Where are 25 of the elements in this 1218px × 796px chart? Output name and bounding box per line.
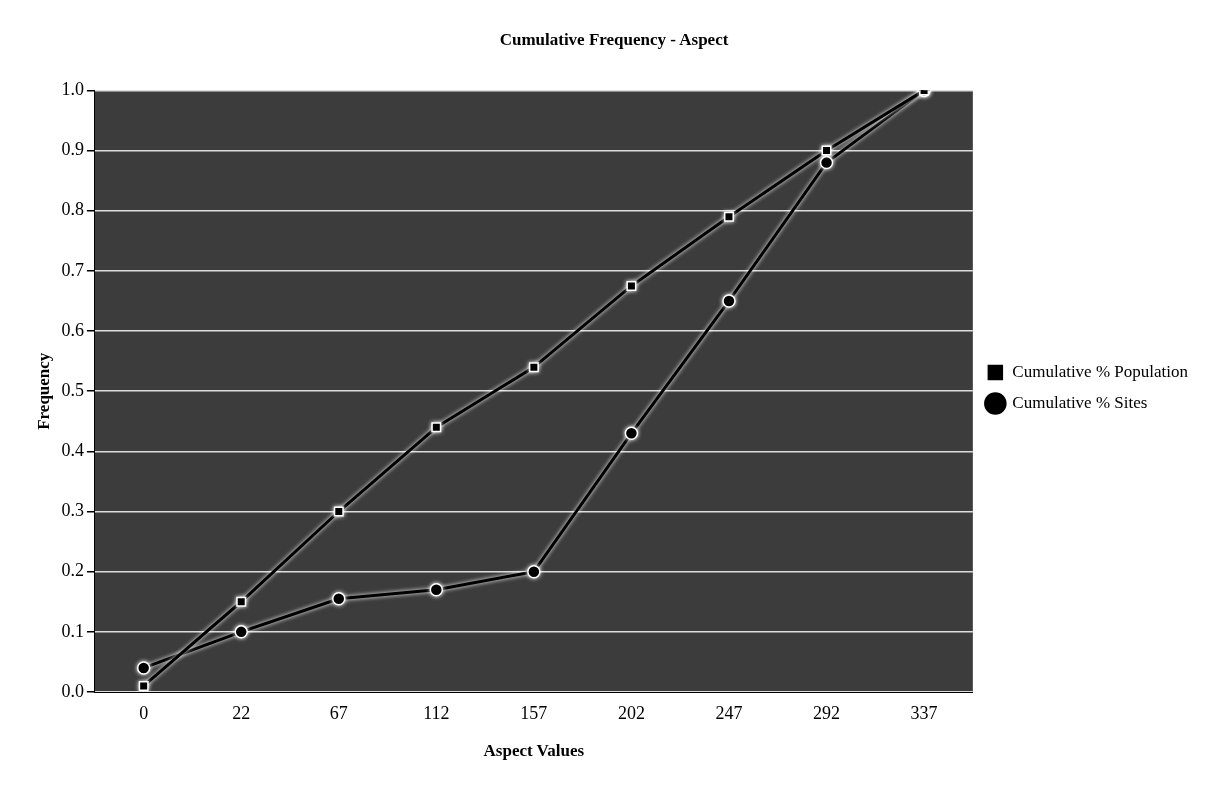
y-tick-label: 0.0 bbox=[61, 680, 84, 701]
y-tick-label: 0.8 bbox=[61, 199, 84, 220]
chart-title: Cumulative Frequency - Aspect bbox=[499, 29, 729, 49]
x-tick-label: 0 bbox=[139, 702, 149, 723]
x-tick-label: 112 bbox=[423, 702, 450, 723]
x-tick-label: 292 bbox=[813, 702, 841, 723]
y-tick-label: 1.0 bbox=[61, 79, 84, 100]
x-tick-label: 202 bbox=[617, 702, 645, 723]
y-axis-title: Frequency bbox=[33, 352, 53, 430]
y-tick-label: 0.1 bbox=[61, 620, 84, 641]
x-tick-label: 157 bbox=[520, 702, 548, 723]
x-tick-label: 337 bbox=[910, 702, 938, 723]
y-tick-label: 0.5 bbox=[61, 379, 84, 400]
y-tick-label: 0.7 bbox=[61, 259, 84, 280]
x-tick-label: 247 bbox=[715, 702, 743, 723]
x-tick-label: 67 bbox=[329, 702, 348, 723]
y-tick-label: 0.6 bbox=[61, 319, 84, 340]
y-tick-label: 0.9 bbox=[61, 139, 84, 160]
legend-label: Cumulative % Population bbox=[1012, 361, 1189, 381]
y-tick-label: 0.3 bbox=[61, 500, 84, 521]
y-tick-label: 0.4 bbox=[61, 440, 84, 461]
legend-label: Cumulative % Sites bbox=[1012, 392, 1148, 412]
x-axis-title: Aspect Values bbox=[483, 741, 585, 761]
y-tick-label: 0.2 bbox=[61, 560, 84, 581]
x-tick-label: 22 bbox=[232, 702, 251, 723]
